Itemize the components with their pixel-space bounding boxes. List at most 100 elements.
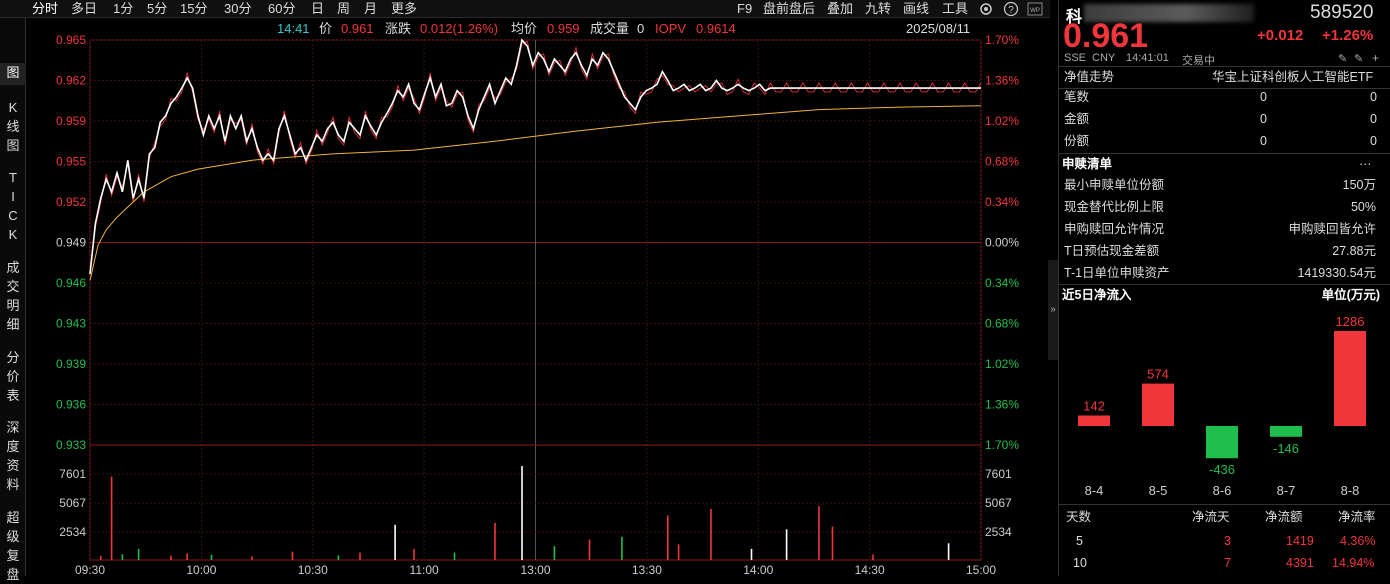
fund-code: 589520 (1310, 2, 1374, 23)
blurred-name (1084, 4, 1254, 22)
nav-label: 净值走势 (1064, 70, 1115, 84)
flow-table-row: 5 3 1419 4.36% (1062, 530, 1380, 552)
tab-day[interactable]: 日 (311, 1, 325, 16)
subscribe-value: 150万 (1342, 178, 1376, 192)
help-icon[interactable]: ? (1003, 1, 1019, 17)
pin-icon[interactable]: ✎ (1354, 53, 1364, 65)
price-tick-label: 0.936 (56, 398, 86, 412)
volume-bar (710, 508, 712, 560)
flow-unit: 单位(万元) (1321, 288, 1380, 302)
price-tick-label: 0.952 (56, 195, 86, 209)
tab-multi-day[interactable]: 多日 (71, 1, 98, 16)
subscribe-row: 申购赎回允许情况 申购赎回皆允许 (1062, 218, 1380, 240)
quote-time: 14:41:01 (1126, 52, 1169, 64)
time-tick-label: 10:00 (186, 563, 216, 576)
subscribe-header: 申赎清单 ··· (1062, 153, 1380, 175)
pct-tick-label: 1.36% (985, 398, 1019, 412)
tab-chart[interactable]: 图 (0, 63, 26, 85)
volume-bar (667, 515, 669, 560)
inflow-bar (1270, 426, 1302, 437)
tab-more[interactable]: 更多 (391, 1, 418, 16)
inflow-bar (1142, 383, 1174, 426)
tab-intraday[interactable]: 分时 (32, 1, 59, 16)
volume-bar (413, 548, 415, 560)
tab-month[interactable]: 月 (364, 1, 378, 16)
pct-tick-label: 1.36% (985, 74, 1019, 88)
price-tick-label: 0.949 (56, 236, 86, 250)
inflow-value-label: -146 (1273, 441, 1299, 456)
volume-bar (831, 526, 834, 560)
tab-depth-data[interactable]: 深 度 资 料 (6, 420, 20, 492)
subscribe-value: 27.88元 (1332, 244, 1376, 258)
avg-label: 均价 (511, 21, 538, 36)
tab-1min[interactable]: 1分 (113, 1, 134, 16)
avg-price-line (89, 105, 982, 281)
volume-bar (291, 551, 294, 560)
subscribe-value: 申购赎回皆允许 (1288, 222, 1376, 236)
time-tick-label: 10:30 (298, 563, 328, 576)
overlay-button[interactable]: 叠加 (827, 1, 854, 16)
volume-bar (210, 554, 213, 560)
col-days: 天数 (1066, 510, 1092, 524)
volume-bar (337, 555, 340, 560)
pct-tick-label: 1.02% (985, 357, 1019, 371)
left-view-tabs: 图 K 线 图 T I C K 成 交 明 细 分 价 表 深 度 资 料 超 … (0, 18, 26, 582)
volume-label: 成交量 (590, 21, 630, 36)
avg-value: 0.959 (547, 21, 580, 36)
iopv-value: 0.9614 (696, 21, 736, 36)
tab-kline[interactable]: K 线 图 (6, 100, 20, 153)
subscribe-label: 现金替代比例上限 (1064, 200, 1165, 214)
price-tick-label: 0.959 (56, 114, 86, 128)
tab-week[interactable]: 周 (337, 1, 351, 16)
volume-tick-label: 7601 (985, 467, 1012, 481)
price-tick-label: 0.939 (56, 357, 86, 371)
time-tick-label: 14:00 (743, 563, 773, 576)
time-tick-label: 11:00 (410, 563, 439, 576)
tab-15min[interactable]: 15分 (180, 1, 208, 16)
edit-icon[interactable]: ✎ (1338, 53, 1348, 65)
nine-turn-button[interactable]: 九转 (865, 1, 892, 16)
settings-gear-icon[interactable] (978, 1, 994, 17)
subscribe-label: T-1日单位申赎资产 (1064, 266, 1170, 280)
draw-line-button[interactable]: 画线 (903, 1, 930, 16)
inflow-bar (1334, 331, 1366, 426)
subscribe-row: T日预估现金差额 27.88元 (1062, 240, 1380, 262)
cell-inflow-amount: 4391 (1286, 556, 1314, 570)
stat-value-b: 0 (1370, 134, 1377, 148)
more-button[interactable]: ··· (1359, 157, 1372, 171)
add-icon[interactable]: + (1372, 51, 1380, 65)
tab-trade-detail[interactable]: 成 交 明 细 (6, 260, 20, 332)
tools-button[interactable]: 工具 (942, 1, 969, 16)
fund-full-name: 华宝上证科创板人工智能ETF (1212, 70, 1374, 84)
volume-bar (818, 506, 820, 560)
tab-30min[interactable]: 30分 (224, 1, 252, 16)
f9-button[interactable]: F9 (737, 1, 753, 16)
inflow-date-label: 8-7 (1277, 483, 1296, 498)
volume-tick-label: 5067 (985, 496, 1012, 510)
col-inflow-rate: 净流率 (1338, 510, 1376, 524)
cell-inflow-rate: 4.36% (1340, 534, 1376, 548)
cell-days: 5 (1076, 534, 1083, 548)
panel-collapse-handle[interactable]: » (1048, 260, 1058, 360)
nav-row[interactable]: 净值走势 华宝上证科创板人工智能ETF (1062, 66, 1380, 88)
tab-price-table[interactable]: 分 价 表 (6, 350, 20, 403)
pre-post-market-button[interactable]: 盘前盘后 (763, 1, 816, 16)
tab-super-review[interactable]: 超 级 复 盘 (6, 510, 20, 582)
tab-5min[interactable]: 5分 (147, 1, 168, 16)
divider (1058, 153, 1390, 154)
inflow-bar (1206, 426, 1238, 459)
intraday-chart[interactable]: 0.965 1.70% 0.962 1.36% 0.959 1.02% 0.955 0.68%… (26, 18, 1050, 576)
volume-tick-label: 7601 (59, 467, 86, 481)
subscribe-label: T日预估现金差额 (1064, 244, 1160, 258)
stat-label: 金额 (1064, 112, 1090, 126)
cell-inflow-amount: 1419 (1286, 534, 1314, 548)
pct-tick-label: 1.70% (985, 438, 1019, 452)
fund-name-short: 科 (1066, 9, 1083, 26)
divider (1058, 504, 1390, 505)
col-inflow-days: 净流天 (1192, 510, 1230, 524)
tab-60min[interactable]: 60分 (268, 1, 296, 16)
volume-bar (947, 543, 950, 560)
tab-tick[interactable]: T I C K (8, 170, 18, 242)
price-value: 0.961 (341, 21, 374, 36)
subscribe-row: 最小申赎单位份额 150万 (1062, 174, 1380, 196)
